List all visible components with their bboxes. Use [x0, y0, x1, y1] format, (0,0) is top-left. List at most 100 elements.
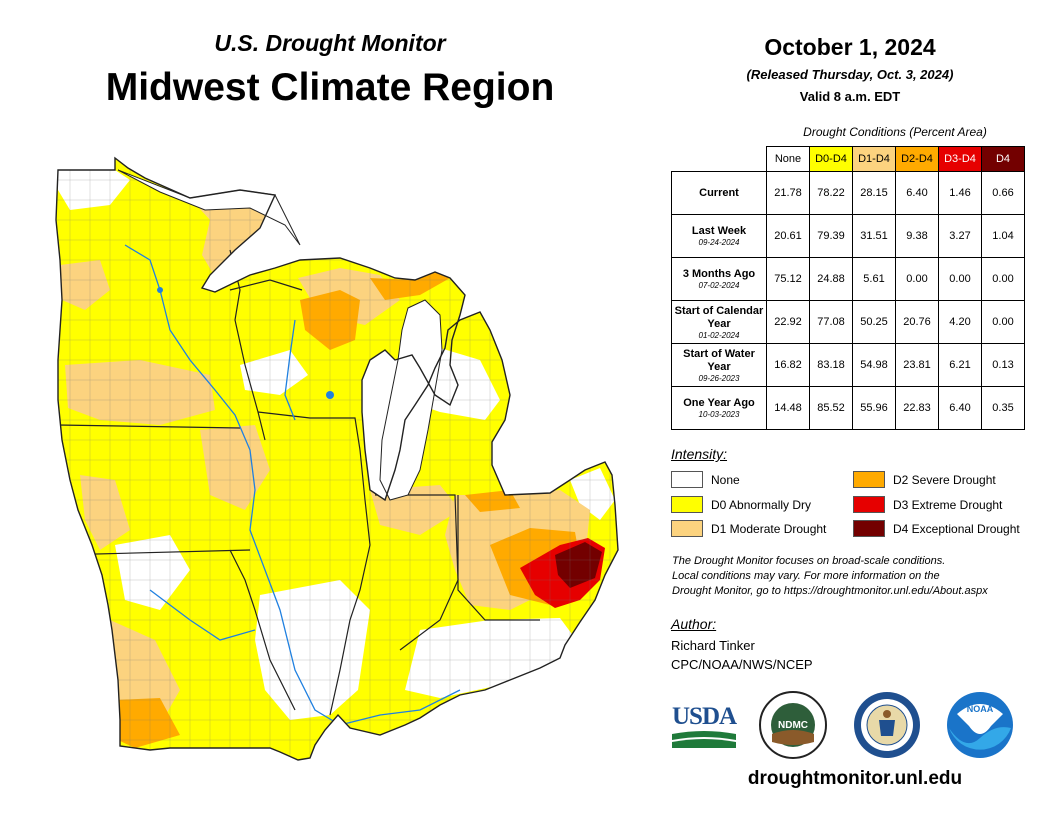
table-cell: 0.00 [981, 300, 1025, 344]
lake [157, 287, 163, 293]
table-cell: 21.78 [766, 171, 810, 215]
legend-item-d3: D3 Extreme Drought [853, 496, 1002, 513]
note-line: Local conditions may vary. For more info… [672, 570, 940, 582]
author-org: CPC/NOAA/NWS/NCEP [671, 657, 813, 672]
table-cell: 6.40 [938, 386, 982, 430]
table-cell: 78.22 [809, 171, 853, 215]
map-none-area [115, 535, 190, 610]
table-row: One Year Ago 10-03-2023 14.48 85.52 55.96… [671, 386, 1025, 430]
table-cell: 14.48 [766, 386, 810, 430]
noaa-logo-icon: NOAA [947, 692, 1013, 758]
legend-swatch [853, 496, 885, 513]
website-url[interactable]: droughtmonitor.unl.edu [747, 768, 963, 789]
table-cell: 0.00 [938, 257, 982, 301]
author-heading: Author: [671, 616, 717, 632]
row-label: 3 Months Ago 07-02-2024 [671, 257, 767, 301]
lake-michigan [379, 299, 443, 501]
table-cell: 77.08 [809, 300, 853, 344]
row-label: Start of Calendar Year 01-02-2024 [671, 300, 767, 344]
rivers [124, 244, 461, 726]
commerce-seal-icon [854, 692, 920, 758]
table-cell: 22.92 [766, 300, 810, 344]
table-cell: 75.12 [766, 257, 810, 301]
table-cell: 16.82 [766, 343, 810, 387]
legend-item-d1: D1 Moderate Drought [671, 520, 826, 537]
map-none-area [255, 580, 370, 720]
table-cell: 0.00 [895, 257, 939, 301]
region-outline [55, 156, 619, 761]
disclaimer-note: The Drought Monitor focuses on broad-sca… [672, 554, 1047, 599]
col-header-none: None [766, 146, 810, 172]
table-cell: 0.66 [981, 171, 1025, 215]
map-d1-area [190, 190, 275, 272]
legend-swatch [853, 471, 885, 488]
table-row: Last Week 09-24-2024 20.61 79.39 31.51 9.… [671, 214, 1025, 258]
row-label: One Year Ago 10-03-2023 [671, 386, 767, 430]
map-d1-area [65, 360, 215, 425]
table-cell: 5.61 [852, 257, 896, 301]
usda-logo-icon: USDA [672, 703, 737, 730]
drought-map [55, 156, 619, 761]
legend-label: D4 Exceptional Drought [893, 521, 1020, 536]
table-cell: 20.76 [895, 300, 939, 344]
table-cell: 55.96 [852, 386, 896, 430]
table-cell: 31.51 [852, 214, 896, 258]
legend-item-none: None [671, 471, 740, 488]
table-cell: 6.21 [938, 343, 982, 387]
map-d2-area [115, 698, 180, 748]
table-cell: 54.98 [852, 343, 896, 387]
table-cell: 50.25 [852, 300, 896, 344]
map-subtitle: U.S. Drought Monitor [214, 30, 446, 56]
legend-swatch [671, 471, 703, 488]
table-cell: 4.20 [938, 300, 982, 344]
map-none-area [405, 618, 580, 698]
valid-time: Valid 8 a.m. EDT [799, 89, 901, 104]
table-row: Current 21.78 78.22 28.15 6.40 1.46 0.66 [671, 171, 1025, 215]
map-d4-area [555, 542, 602, 588]
map-d1-area [60, 260, 110, 310]
row-label: Current [671, 171, 767, 215]
legend-swatch [853, 520, 885, 537]
legend-title: Intensity: [671, 446, 728, 462]
map-none-area [570, 468, 615, 520]
table-cell: 9.38 [895, 214, 939, 258]
lake [326, 391, 334, 399]
legend-item-d2: D2 Severe Drought [853, 471, 996, 488]
table-cell: 6.40 [895, 171, 939, 215]
release-date: (Released Thursday, Oct. 3, 2024) [746, 67, 954, 82]
legend-item-d0: D0 Abnormally Dry [671, 496, 811, 513]
map-none-area [240, 350, 308, 395]
table-cell: 0.35 [981, 386, 1025, 430]
col-header-d4: D4 [981, 146, 1025, 172]
row-label: Start of Water Year 09-26-2023 [671, 343, 767, 387]
table-cell: 20.61 [766, 214, 810, 258]
table-cell: 22.83 [895, 386, 939, 430]
map-d1-area [110, 620, 180, 725]
drought-conditions-table: None D0-D4 D1-D4 D2-D4 D3-D4 D4 Current … [671, 146, 1025, 430]
row-label: Last Week 09-24-2024 [671, 214, 767, 258]
table-cell: 24.88 [809, 257, 853, 301]
usda-swoosh-icon [672, 731, 736, 748]
noaa-logo-text: NOAA [967, 704, 994, 714]
table-cell: 23.81 [895, 343, 939, 387]
table-row: 3 Months Ago 07-02-2024 75.12 24.88 5.61 … [671, 257, 1025, 301]
ndmc-logo-icon: NDMC [759, 691, 827, 759]
legend-label: None [711, 472, 740, 487]
legend-label: D3 Extreme Drought [893, 497, 1003, 512]
legend-label: D0 Abnormally Dry [711, 497, 812, 512]
table-row: Start of Water Year 09-26-2023 16.82 83.1… [671, 343, 1025, 387]
author-name: Richard Tinker [671, 638, 755, 653]
table-cell: 28.15 [852, 171, 896, 215]
table-corner [672, 147, 767, 172]
map-d1-area [80, 475, 130, 550]
map-title: Midwest Climate Region [105, 66, 555, 109]
table-row: Start of Calendar Year 01-02-2024 22.92 7… [671, 300, 1025, 344]
col-header-d2-d4: D2-D4 [895, 146, 939, 172]
table-cell: 3.27 [938, 214, 982, 258]
table-cell: 0.00 [981, 257, 1025, 301]
table-cell: 79.39 [809, 214, 853, 258]
legend-swatch [671, 520, 703, 537]
legend-item-d4: D4 Exceptional Drought [853, 520, 1020, 537]
note-line: The Drought Monitor focuses on broad-sca… [672, 555, 946, 567]
table-cell: 83.18 [809, 343, 853, 387]
